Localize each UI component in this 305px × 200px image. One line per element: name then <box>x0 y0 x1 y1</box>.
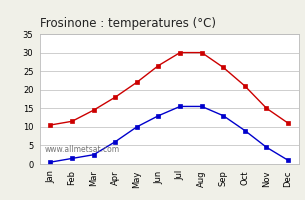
Text: Frosinone : temperatures (°C): Frosinone : temperatures (°C) <box>40 17 216 30</box>
Text: www.allmetsat.com: www.allmetsat.com <box>45 145 120 154</box>
